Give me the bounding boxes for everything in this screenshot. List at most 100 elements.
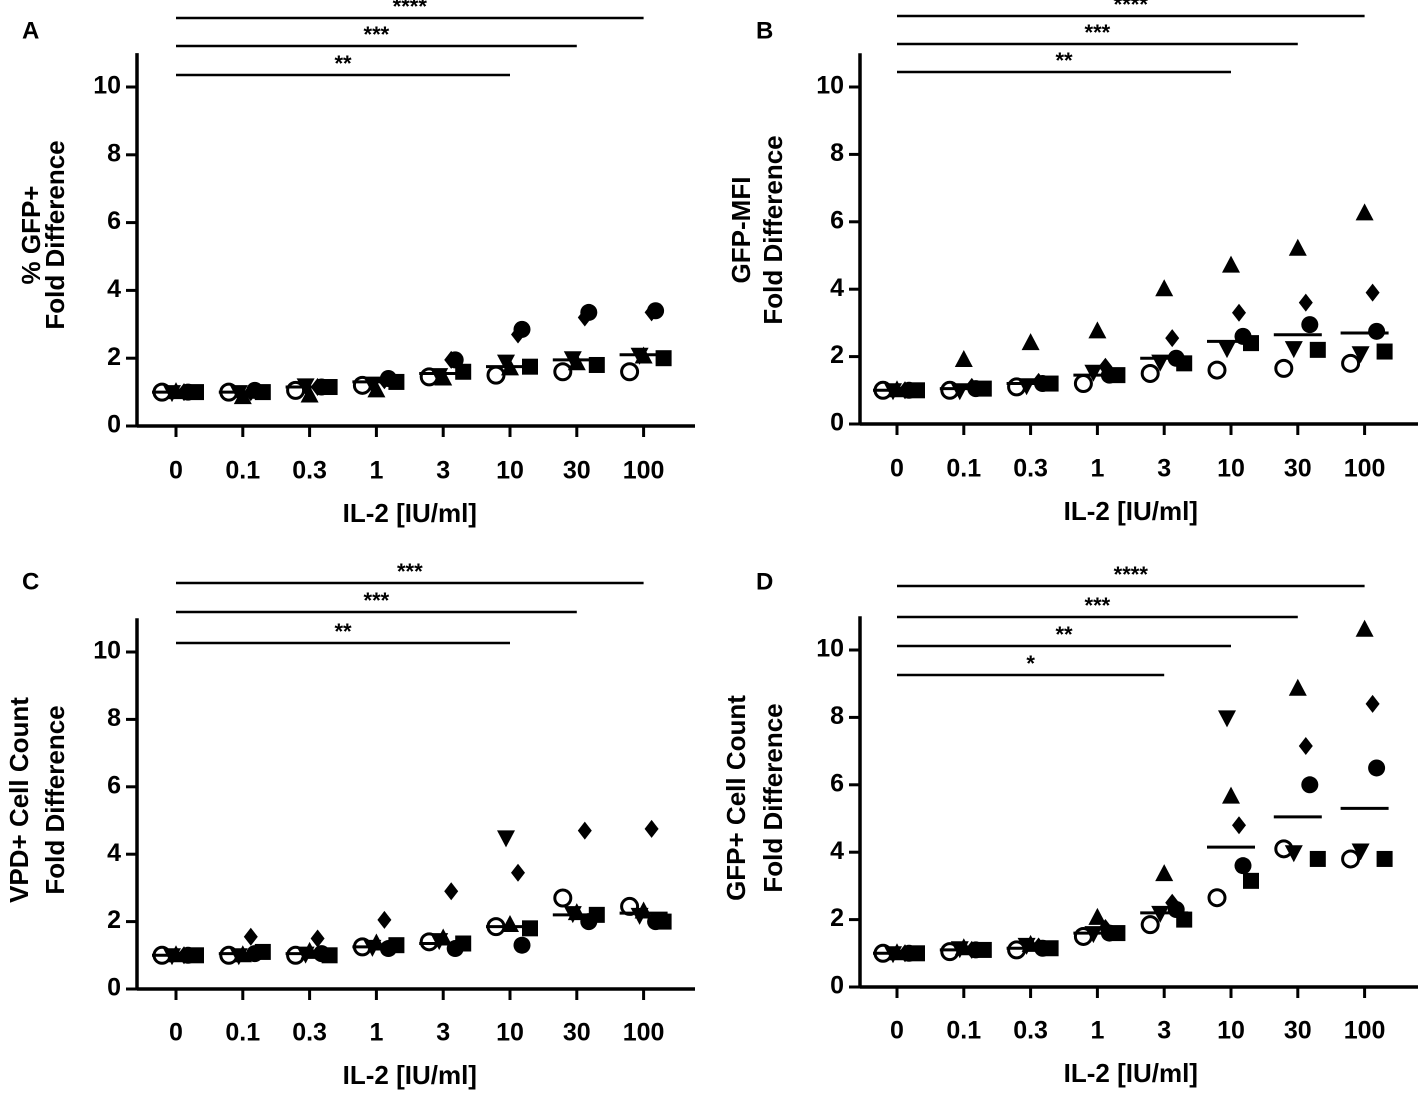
y-tick-label: 8 bbox=[107, 139, 121, 167]
data-point-open-circle bbox=[1341, 353, 1361, 373]
panel-letter: A bbox=[22, 17, 39, 44]
data-point-square bbox=[1376, 850, 1393, 867]
data-point-diamond bbox=[964, 377, 979, 396]
data-point-triangle-down bbox=[1218, 710, 1236, 728]
significance-label: **** bbox=[393, 0, 428, 19]
y-tick-label: 0 bbox=[830, 409, 844, 437]
data-point-open-circle bbox=[553, 362, 573, 382]
x-tick-label: 1 bbox=[369, 457, 383, 485]
y-tick-label: 2 bbox=[830, 341, 844, 369]
significance-label: **** bbox=[1114, 0, 1149, 17]
y-tick-label: 4 bbox=[107, 839, 121, 867]
x-axis-title: IL-2 [IU/ml] bbox=[1064, 496, 1198, 526]
data-point-triangle-up bbox=[1222, 786, 1240, 804]
data-point-square bbox=[1176, 911, 1193, 928]
data-point-triangle-up bbox=[1355, 203, 1374, 221]
data-point-diamond bbox=[1031, 372, 1046, 391]
data-point-square bbox=[1309, 341, 1326, 358]
y-tick-label: 8 bbox=[107, 704, 121, 732]
data-point-filled-circle bbox=[1234, 857, 1252, 875]
y-tick-label: 0 bbox=[830, 972, 844, 1000]
y-tick-label: 4 bbox=[830, 837, 844, 865]
y-tick-label: 10 bbox=[93, 72, 121, 100]
x-tick-label: 0 bbox=[890, 455, 904, 483]
data-point-triangle-up bbox=[1288, 238, 1307, 256]
data-point-open-circle bbox=[1140, 915, 1160, 935]
y-tick-label: 10 bbox=[816, 635, 844, 663]
data-point-square bbox=[254, 943, 271, 960]
data-point-diamond bbox=[310, 929, 325, 948]
data-point-open-circle bbox=[1341, 849, 1361, 869]
x-tick-label: 30 bbox=[563, 457, 591, 485]
x-tick-label: 100 bbox=[1344, 455, 1386, 483]
data-point-diamond bbox=[1232, 816, 1246, 835]
x-tick-label: 0 bbox=[169, 457, 183, 485]
significance-label: ** bbox=[1055, 48, 1073, 73]
x-tick-label: 30 bbox=[1284, 1017, 1312, 1045]
y-tick-label: 2 bbox=[830, 904, 844, 932]
x-axis-title: IL-2 [IU/ml] bbox=[343, 498, 477, 528]
y-tick-label: 0 bbox=[107, 411, 121, 439]
data-point-square bbox=[1309, 850, 1326, 867]
data-point-triangle-up bbox=[1288, 678, 1307, 696]
y-tick-label: 6 bbox=[107, 771, 121, 799]
data-point-triangle-up bbox=[954, 349, 973, 367]
y-tick-label: 2 bbox=[107, 343, 121, 371]
y-axis-title-line2: Fold Difference bbox=[40, 140, 70, 329]
significance-label: *** bbox=[1085, 20, 1111, 45]
data-point-open-circle bbox=[1207, 360, 1227, 380]
y-tick-label: 6 bbox=[830, 206, 844, 234]
data-point-triangle-up bbox=[1355, 619, 1374, 637]
y-tick-label: 0 bbox=[107, 974, 121, 1002]
significance-label: *** bbox=[1085, 593, 1111, 618]
data-point-triangle-up bbox=[1021, 333, 1040, 351]
x-axis-title: IL-2 [IU/ml] bbox=[343, 1060, 477, 1090]
data-point-square bbox=[655, 913, 672, 930]
data-point-diamond bbox=[644, 819, 659, 838]
data-point-diamond bbox=[511, 863, 525, 882]
significance-label: **** bbox=[1114, 562, 1149, 587]
y-tick-label: 4 bbox=[107, 275, 121, 303]
data-point-diamond bbox=[577, 308, 592, 327]
data-point-diamond bbox=[1365, 694, 1380, 713]
x-tick-label: 3 bbox=[436, 457, 450, 485]
data-point-diamond bbox=[577, 821, 592, 840]
y-axis-title-line2: Fold Difference bbox=[40, 705, 70, 894]
data-point-diamond bbox=[1031, 937, 1046, 956]
x-tick-label: 0.3 bbox=[292, 1019, 327, 1047]
x-tick-label: 0.1 bbox=[225, 457, 260, 485]
data-point-triangle-down bbox=[1284, 341, 1303, 359]
data-point-open-circle bbox=[553, 888, 573, 908]
x-tick-label: 0.3 bbox=[1013, 455, 1048, 483]
data-point-diamond bbox=[444, 350, 459, 369]
data-point-triangle-down bbox=[430, 933, 449, 951]
x-tick-label: 10 bbox=[1217, 1017, 1245, 1045]
panel-letter: C bbox=[22, 568, 39, 595]
x-tick-label: 30 bbox=[563, 1019, 591, 1047]
data-point-triangle-up bbox=[367, 380, 386, 398]
x-tick-label: 100 bbox=[1344, 1017, 1386, 1045]
data-point-triangle-up bbox=[1155, 279, 1174, 297]
data-point-triangle-up bbox=[1155, 864, 1174, 882]
data-point-open-circle bbox=[620, 362, 640, 382]
y-tick-label: 6 bbox=[107, 207, 121, 235]
data-point-square bbox=[655, 350, 672, 367]
data-point-diamond bbox=[1365, 283, 1380, 302]
x-tick-label: 0 bbox=[169, 1019, 183, 1047]
data-point-square bbox=[1243, 872, 1259, 889]
data-point-triangle-up bbox=[300, 385, 319, 403]
data-point-triangle-down bbox=[1351, 346, 1370, 364]
significance-label: *** bbox=[364, 588, 390, 613]
data-point-triangle-down bbox=[497, 354, 515, 372]
data-point-triangle-down bbox=[1218, 341, 1236, 359]
data-point-diamond bbox=[444, 882, 459, 901]
data-point-open-circle bbox=[1207, 888, 1227, 908]
y-tick-label: 8 bbox=[830, 702, 844, 730]
x-tick-label: 3 bbox=[436, 1019, 450, 1047]
panel-letter: B bbox=[756, 17, 773, 44]
data-point-triangle-down bbox=[1351, 843, 1370, 861]
x-tick-label: 1 bbox=[1090, 455, 1104, 483]
data-point-triangle-up bbox=[1222, 255, 1240, 273]
